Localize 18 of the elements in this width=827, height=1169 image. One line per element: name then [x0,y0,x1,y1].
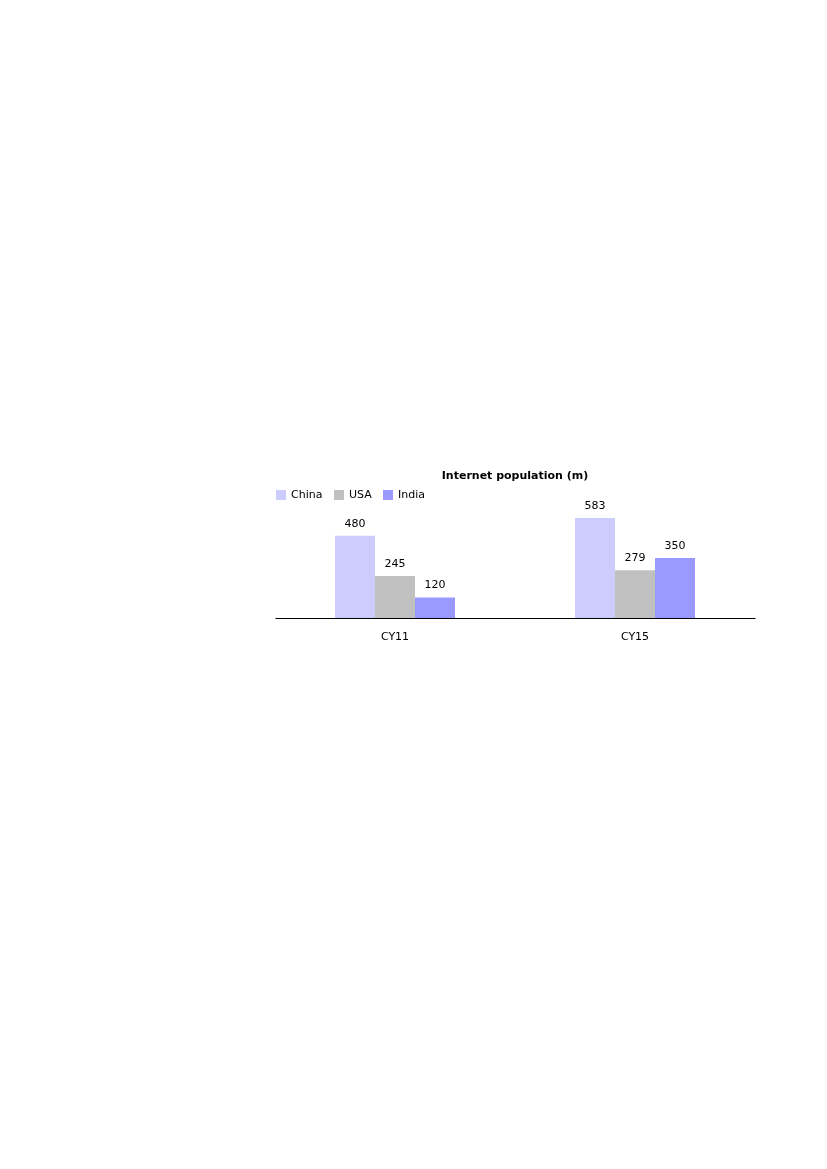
bar [655,557,695,618]
x-tick-label: CY11 [380,629,410,643]
bar [615,570,655,618]
data-label: 120 [424,578,446,592]
legend-label: USA [349,488,373,501]
bar [415,597,455,618]
data-label: 279 [624,551,646,565]
bar [375,575,415,618]
bar [575,518,615,618]
legend-label: India [398,488,425,501]
chart-title: Internet population (m) [441,469,589,482]
bar [335,535,375,618]
data-label: 350 [664,538,686,552]
data-label: 480 [344,516,366,530]
data-label: 583 [584,499,606,512]
x-tick-label: CY15 [620,629,650,643]
data-label: 245 [384,556,406,570]
legend-label: China [291,488,323,501]
